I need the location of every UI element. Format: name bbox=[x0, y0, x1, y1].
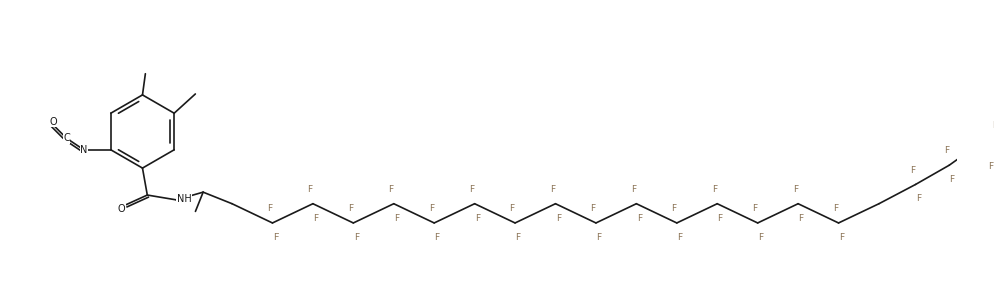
Text: F: F bbox=[792, 185, 798, 194]
Text: F: F bbox=[677, 233, 682, 242]
Text: F: F bbox=[944, 146, 949, 155]
Text: F: F bbox=[307, 185, 312, 194]
Text: F: F bbox=[833, 204, 838, 213]
Text: F: F bbox=[949, 175, 954, 184]
Text: F: F bbox=[469, 185, 474, 194]
Text: F: F bbox=[272, 233, 278, 242]
Text: NH: NH bbox=[177, 194, 191, 204]
Text: F: F bbox=[516, 233, 521, 242]
Text: F: F bbox=[798, 214, 803, 223]
Text: F: F bbox=[550, 185, 556, 194]
Text: F: F bbox=[911, 166, 915, 175]
Text: F: F bbox=[752, 204, 757, 213]
Text: F: F bbox=[389, 185, 394, 194]
Text: C: C bbox=[64, 133, 70, 143]
Text: F: F bbox=[758, 233, 763, 242]
Text: O: O bbox=[117, 203, 125, 214]
Text: F: F bbox=[637, 214, 642, 223]
Text: F: F bbox=[428, 204, 433, 213]
Text: F: F bbox=[671, 204, 677, 213]
Text: F: F bbox=[348, 204, 353, 213]
Text: F: F bbox=[590, 204, 595, 213]
Text: F: F bbox=[267, 204, 272, 213]
Text: F: F bbox=[839, 233, 844, 242]
Text: O: O bbox=[50, 117, 57, 127]
Text: F: F bbox=[596, 233, 601, 242]
Text: F: F bbox=[272, 233, 278, 242]
Text: F: F bbox=[988, 162, 993, 171]
Text: F: F bbox=[267, 204, 272, 213]
Text: F: F bbox=[992, 121, 994, 130]
Text: F: F bbox=[556, 214, 561, 223]
Text: N: N bbox=[81, 145, 87, 155]
Text: F: F bbox=[313, 214, 318, 223]
Text: F: F bbox=[510, 204, 515, 213]
Text: F: F bbox=[712, 185, 717, 194]
Text: F: F bbox=[631, 185, 636, 194]
Text: F: F bbox=[434, 233, 439, 242]
Text: F: F bbox=[394, 214, 400, 223]
Text: F: F bbox=[475, 214, 480, 223]
Text: F: F bbox=[718, 214, 723, 223]
Text: F: F bbox=[915, 194, 921, 203]
Text: F: F bbox=[354, 233, 359, 242]
